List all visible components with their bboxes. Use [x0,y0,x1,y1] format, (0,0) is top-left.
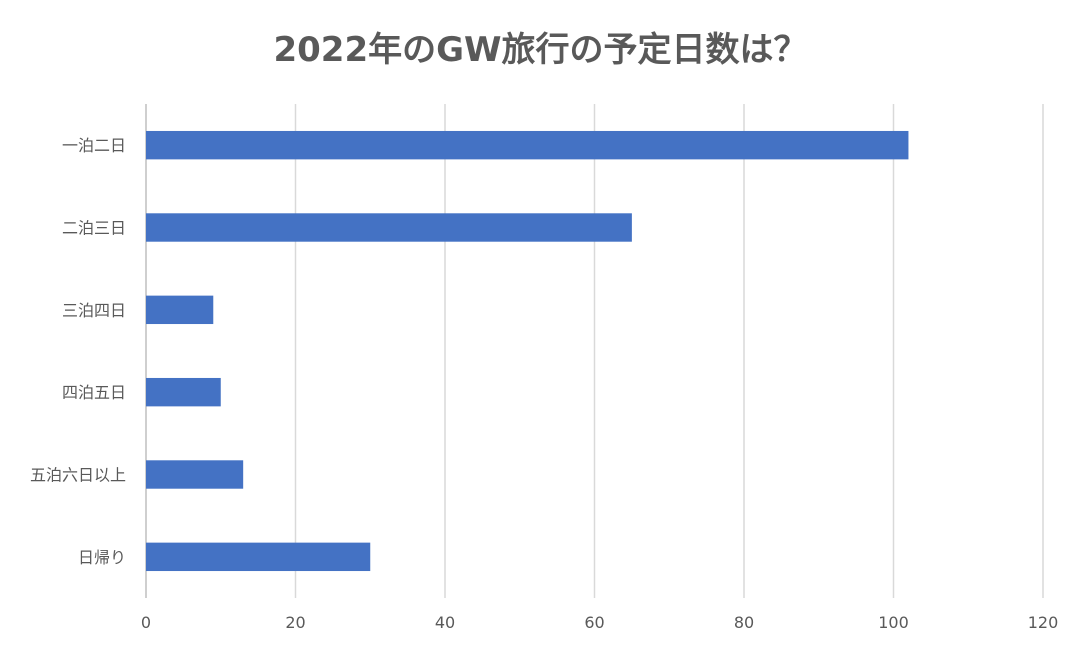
x-tick-label-40: 40 [435,613,455,632]
category-label-4: 四泊五日 [62,383,126,402]
bar-4 [146,377,221,407]
bars [146,130,909,572]
category-label-3: 三泊四日 [62,301,126,320]
x-tick-label-120: 120 [1028,613,1059,632]
x-tick-labels: 0 20 40 60 80 100 120 [141,613,1058,632]
x-tick-label-60: 60 [584,613,604,632]
gridlines [145,104,1044,598]
bar-6 [146,542,371,572]
category-label-1: 一泊二日 [62,136,126,155]
category-label-2: 二泊三日 [62,219,126,238]
category-label-6: 日帰り [78,548,126,567]
bar-3 [146,295,214,325]
category-label-5: 五泊六日以上 [30,466,126,485]
bar-1 [146,130,909,160]
bar-5 [146,460,244,489]
x-tick-label-20: 20 [285,613,305,632]
chart-title: 2022年のGW旅行の予定日数は？ [273,30,808,70]
x-tick-label-80: 80 [734,613,754,632]
x-tick-label-100: 100 [878,613,909,632]
bar-2 [146,213,632,242]
x-tick-label-0: 0 [141,613,151,632]
